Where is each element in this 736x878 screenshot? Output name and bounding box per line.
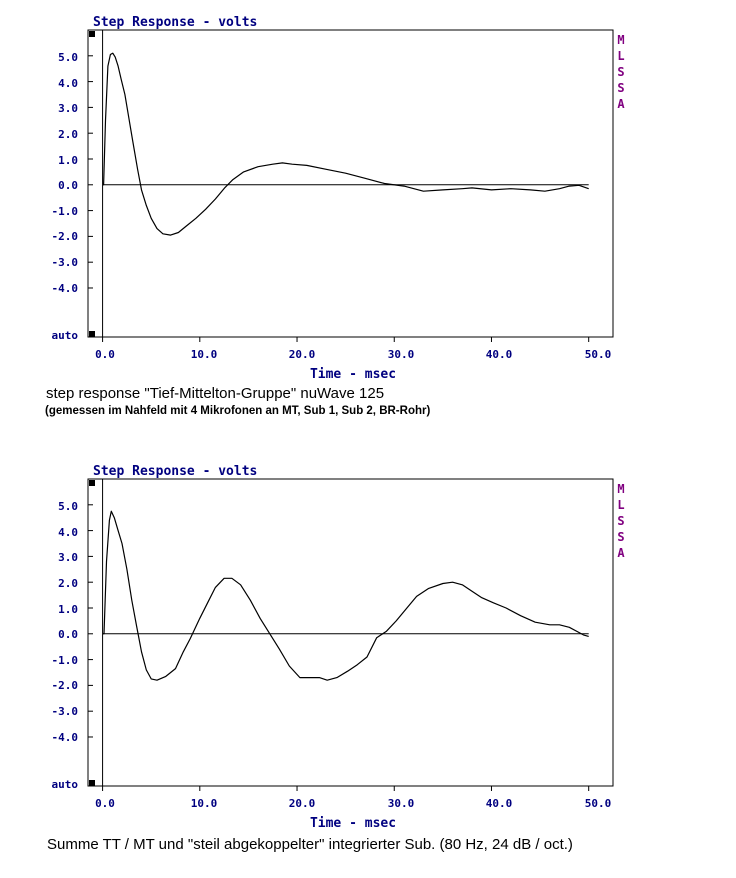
mlssa-brand-label: M L S S A bbox=[617, 482, 625, 560]
x-tick-labels: 0.0 10.0 20.0 30.0 40.0 50.0 bbox=[95, 348, 611, 361]
y-tick-label: auto bbox=[52, 778, 79, 791]
x-tick-label: 50.0 bbox=[585, 348, 612, 361]
plot-marks bbox=[88, 479, 590, 791]
figure-caption: Summe TT / MT und "steil abgekoppelter" … bbox=[47, 836, 573, 853]
brand-letter: L bbox=[617, 498, 624, 512]
x-tick-label: 0.0 bbox=[95, 348, 115, 361]
brand-letter: S bbox=[617, 81, 624, 95]
plot-frame bbox=[87, 29, 614, 338]
series-line bbox=[102, 52, 589, 236]
y-tick-label: 5.0 bbox=[58, 51, 78, 64]
chart-title: Step Response - volts bbox=[93, 464, 257, 479]
x-tick-label: 0.0 bbox=[95, 797, 115, 810]
x-axis-label: Time - msec bbox=[310, 367, 396, 382]
x-tick-label: 10.0 bbox=[191, 348, 218, 361]
y-tick-label: -2.0 bbox=[52, 230, 79, 243]
top-step-response-chart: Step Response - volts M L S S A 5.0 4.0 … bbox=[45, 15, 625, 417]
y-tick-labels: 5.0 4.0 3.0 2.0 1.0 0.0 -1.0 -2.0 -3.0 -… bbox=[52, 51, 79, 342]
y-tick-label: -3.0 bbox=[52, 705, 79, 718]
x-tick-label: 40.0 bbox=[486, 348, 513, 361]
y-tick-label: 2.0 bbox=[58, 577, 78, 590]
plot-frame bbox=[87, 478, 614, 787]
y-tick-label: -1.0 bbox=[52, 205, 79, 218]
brand-letter: M bbox=[617, 33, 624, 47]
y-tick-label: 1.0 bbox=[58, 603, 78, 616]
y-tick-label: -4.0 bbox=[52, 282, 79, 295]
y-tick-label: -4.0 bbox=[52, 731, 79, 744]
y-tick-label: 4.0 bbox=[58, 526, 78, 539]
y-tick-label: auto bbox=[52, 329, 79, 342]
series-line bbox=[102, 510, 589, 681]
y-tick-label: 3.0 bbox=[58, 102, 78, 115]
figure-caption: step response "Tief-Mittelton-Gruppe" nu… bbox=[46, 385, 384, 402]
chart-title: Step Response - volts bbox=[93, 15, 257, 30]
brand-letter: M bbox=[617, 482, 624, 496]
frame-corner-marker bbox=[89, 31, 95, 37]
bottom-step-response-chart: Step Response - volts M L S S A 5.0 4.0 … bbox=[47, 464, 625, 853]
x-tick-labels: 0.0 10.0 20.0 30.0 40.0 50.0 bbox=[95, 797, 611, 810]
brand-letter: S bbox=[617, 65, 624, 79]
frame-corner-marker bbox=[89, 780, 95, 786]
y-tick-label: 0.0 bbox=[58, 628, 78, 641]
brand-letter: S bbox=[617, 514, 624, 528]
x-tick-label: 20.0 bbox=[289, 797, 316, 810]
mlssa-brand-label: M L S S A bbox=[617, 33, 625, 111]
y-tick-label: -2.0 bbox=[52, 679, 79, 692]
x-tick-label: 20.0 bbox=[289, 348, 316, 361]
brand-letter: S bbox=[617, 530, 624, 544]
brand-letter: A bbox=[617, 546, 625, 560]
brand-letter: L bbox=[617, 49, 624, 63]
y-tick-label: 5.0 bbox=[58, 500, 78, 513]
y-tick-label: 1.0 bbox=[58, 154, 78, 167]
y-tick-label: -3.0 bbox=[52, 256, 79, 269]
brand-letter: A bbox=[617, 97, 625, 111]
plot-marks bbox=[88, 30, 590, 342]
x-tick-label: 30.0 bbox=[388, 348, 415, 361]
frame-corner-marker bbox=[89, 480, 95, 486]
x-tick-label: 40.0 bbox=[486, 797, 513, 810]
y-tick-labels: 5.0 4.0 3.0 2.0 1.0 0.0 -1.0 -2.0 -3.0 -… bbox=[52, 500, 79, 791]
y-tick-label: 0.0 bbox=[58, 179, 78, 192]
x-tick-label: 50.0 bbox=[585, 797, 612, 810]
x-tick-label: 30.0 bbox=[388, 797, 415, 810]
figure-subcaption: (gemessen im Nahfeld mit 4 Mikrofonen an… bbox=[45, 405, 430, 417]
y-tick-label: -1.0 bbox=[52, 654, 79, 667]
y-tick-label: 2.0 bbox=[58, 128, 78, 141]
y-tick-label: 4.0 bbox=[58, 77, 78, 90]
x-tick-label: 10.0 bbox=[191, 797, 218, 810]
y-tick-label: 3.0 bbox=[58, 551, 78, 564]
x-axis-label: Time - msec bbox=[310, 816, 396, 831]
frame-corner-marker bbox=[89, 331, 95, 337]
